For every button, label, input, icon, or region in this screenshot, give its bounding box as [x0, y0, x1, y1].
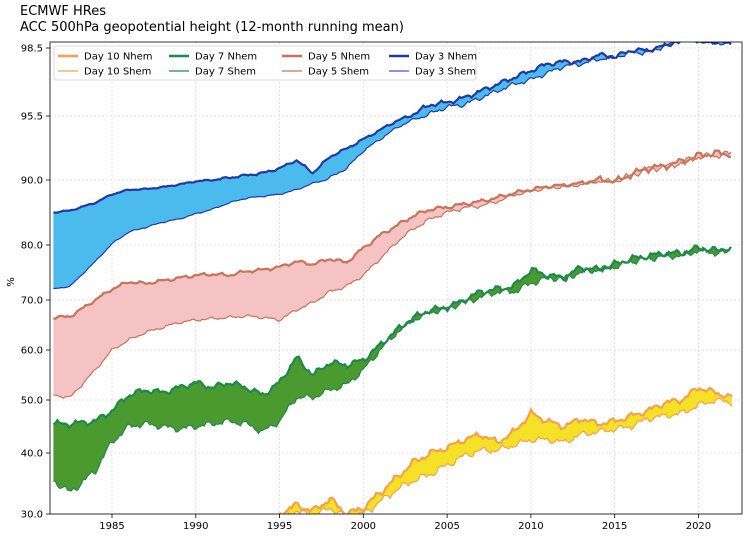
x-tick-label: 2000 — [351, 521, 376, 532]
y-tick-label: 40.0 — [21, 449, 43, 460]
x-tick-label: 2010 — [518, 521, 543, 532]
legend-label: Day 10 Shem — [84, 67, 151, 78]
y-tick-label: 95.5 — [21, 112, 43, 123]
y-tick-label: 70.0 — [21, 296, 43, 307]
chart-subtitle: ACC 500hPa geopotential height (12-month… — [20, 20, 404, 35]
y-axis-label: % — [6, 277, 17, 287]
x-tick-label: 1995 — [267, 521, 292, 532]
day-5-nhem-line — [53, 149, 732, 321]
legend-label: Day 5 Shem — [308, 67, 369, 78]
day-7-shem-line — [53, 246, 732, 492]
x-tick-label: 1990 — [183, 521, 208, 532]
legend: Day 10 Nhem Day 10 Shem Day 7 Nhem Day 7 Sh… — [53, 45, 477, 81]
title-block: ECMWF HRes ACC 500hPa geopotential heigh… — [20, 4, 404, 36]
x-axis: 1985 1990 1995 2000 2005 2010 2015 2020 — [99, 514, 711, 532]
y-tick-label: 30.0 — [21, 510, 43, 521]
plot-frame — [49, 41, 743, 515]
legend-label: Day 3 Nhem — [415, 52, 477, 63]
x-tick-label: 2015 — [602, 521, 627, 532]
x-tick-label: 2005 — [434, 521, 459, 532]
y-axis: 30.0 40.0 50.0 60.0 70.0 80.0 90.0 95.5 98.5 — [21, 44, 50, 521]
day-3-nhem-line — [53, 42, 732, 214]
y-tick-label: 90.0 — [21, 176, 43, 187]
legend-label: Day 7 Nhem — [195, 52, 257, 63]
y-tick-label: 60.0 — [21, 346, 43, 357]
legend-label: Day 10 Nhem — [84, 52, 153, 63]
y-tick-label: 98.5 — [21, 44, 43, 55]
y-tick-label: 50.0 — [21, 396, 43, 407]
gridlines — [50, 42, 742, 515]
plot-series — [52, 42, 733, 514]
y-tick-label: 80.0 — [21, 241, 43, 252]
day-7-nhem-line — [52, 244, 732, 430]
legend-label: Day 7 Shem — [195, 67, 256, 78]
day-10-nhem-line — [278, 386, 733, 514]
day-5-shem-line — [53, 150, 732, 399]
legend-box — [53, 45, 477, 81]
x-tick-label: 1985 — [99, 521, 124, 532]
day-10-fill-area — [279, 388, 732, 514]
legend-label: Day 3 Shem — [415, 67, 476, 78]
day-10-shem-line — [282, 397, 733, 514]
x-tick-label: 2020 — [686, 521, 711, 532]
legend-label: Day 5 Nhem — [308, 52, 370, 63]
chart-title: ECMWF HRes — [20, 4, 106, 19]
